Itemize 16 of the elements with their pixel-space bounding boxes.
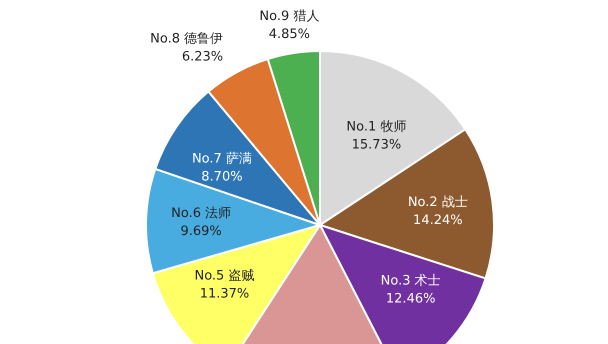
data-label: 9.69% bbox=[180, 224, 222, 239]
data-label: 15.73% bbox=[352, 138, 402, 153]
slice-label: No.1 牧师 bbox=[346, 120, 406, 135]
slice-label: No.8 德鲁伊 bbox=[150, 31, 224, 46]
slice-label: No.3 术士 bbox=[380, 274, 441, 289]
slice-label: No.5 盗贼 bbox=[194, 268, 254, 284]
slice-label: No.2 战士 bbox=[408, 194, 468, 210]
data-label: 6.23% bbox=[182, 49, 224, 64]
data-label: 4.85% bbox=[268, 26, 310, 42]
data-label: 11.37% bbox=[200, 286, 250, 302]
data-label: 12.46% bbox=[386, 292, 436, 307]
slice-label: No.6 法师 bbox=[171, 206, 232, 221]
slice-label: No.7 萨满 bbox=[192, 151, 252, 166]
data-label: 8.70% bbox=[201, 169, 243, 184]
data-label: 14.24% bbox=[413, 212, 463, 228]
slice-label: No.9 猎人 bbox=[259, 8, 320, 24]
